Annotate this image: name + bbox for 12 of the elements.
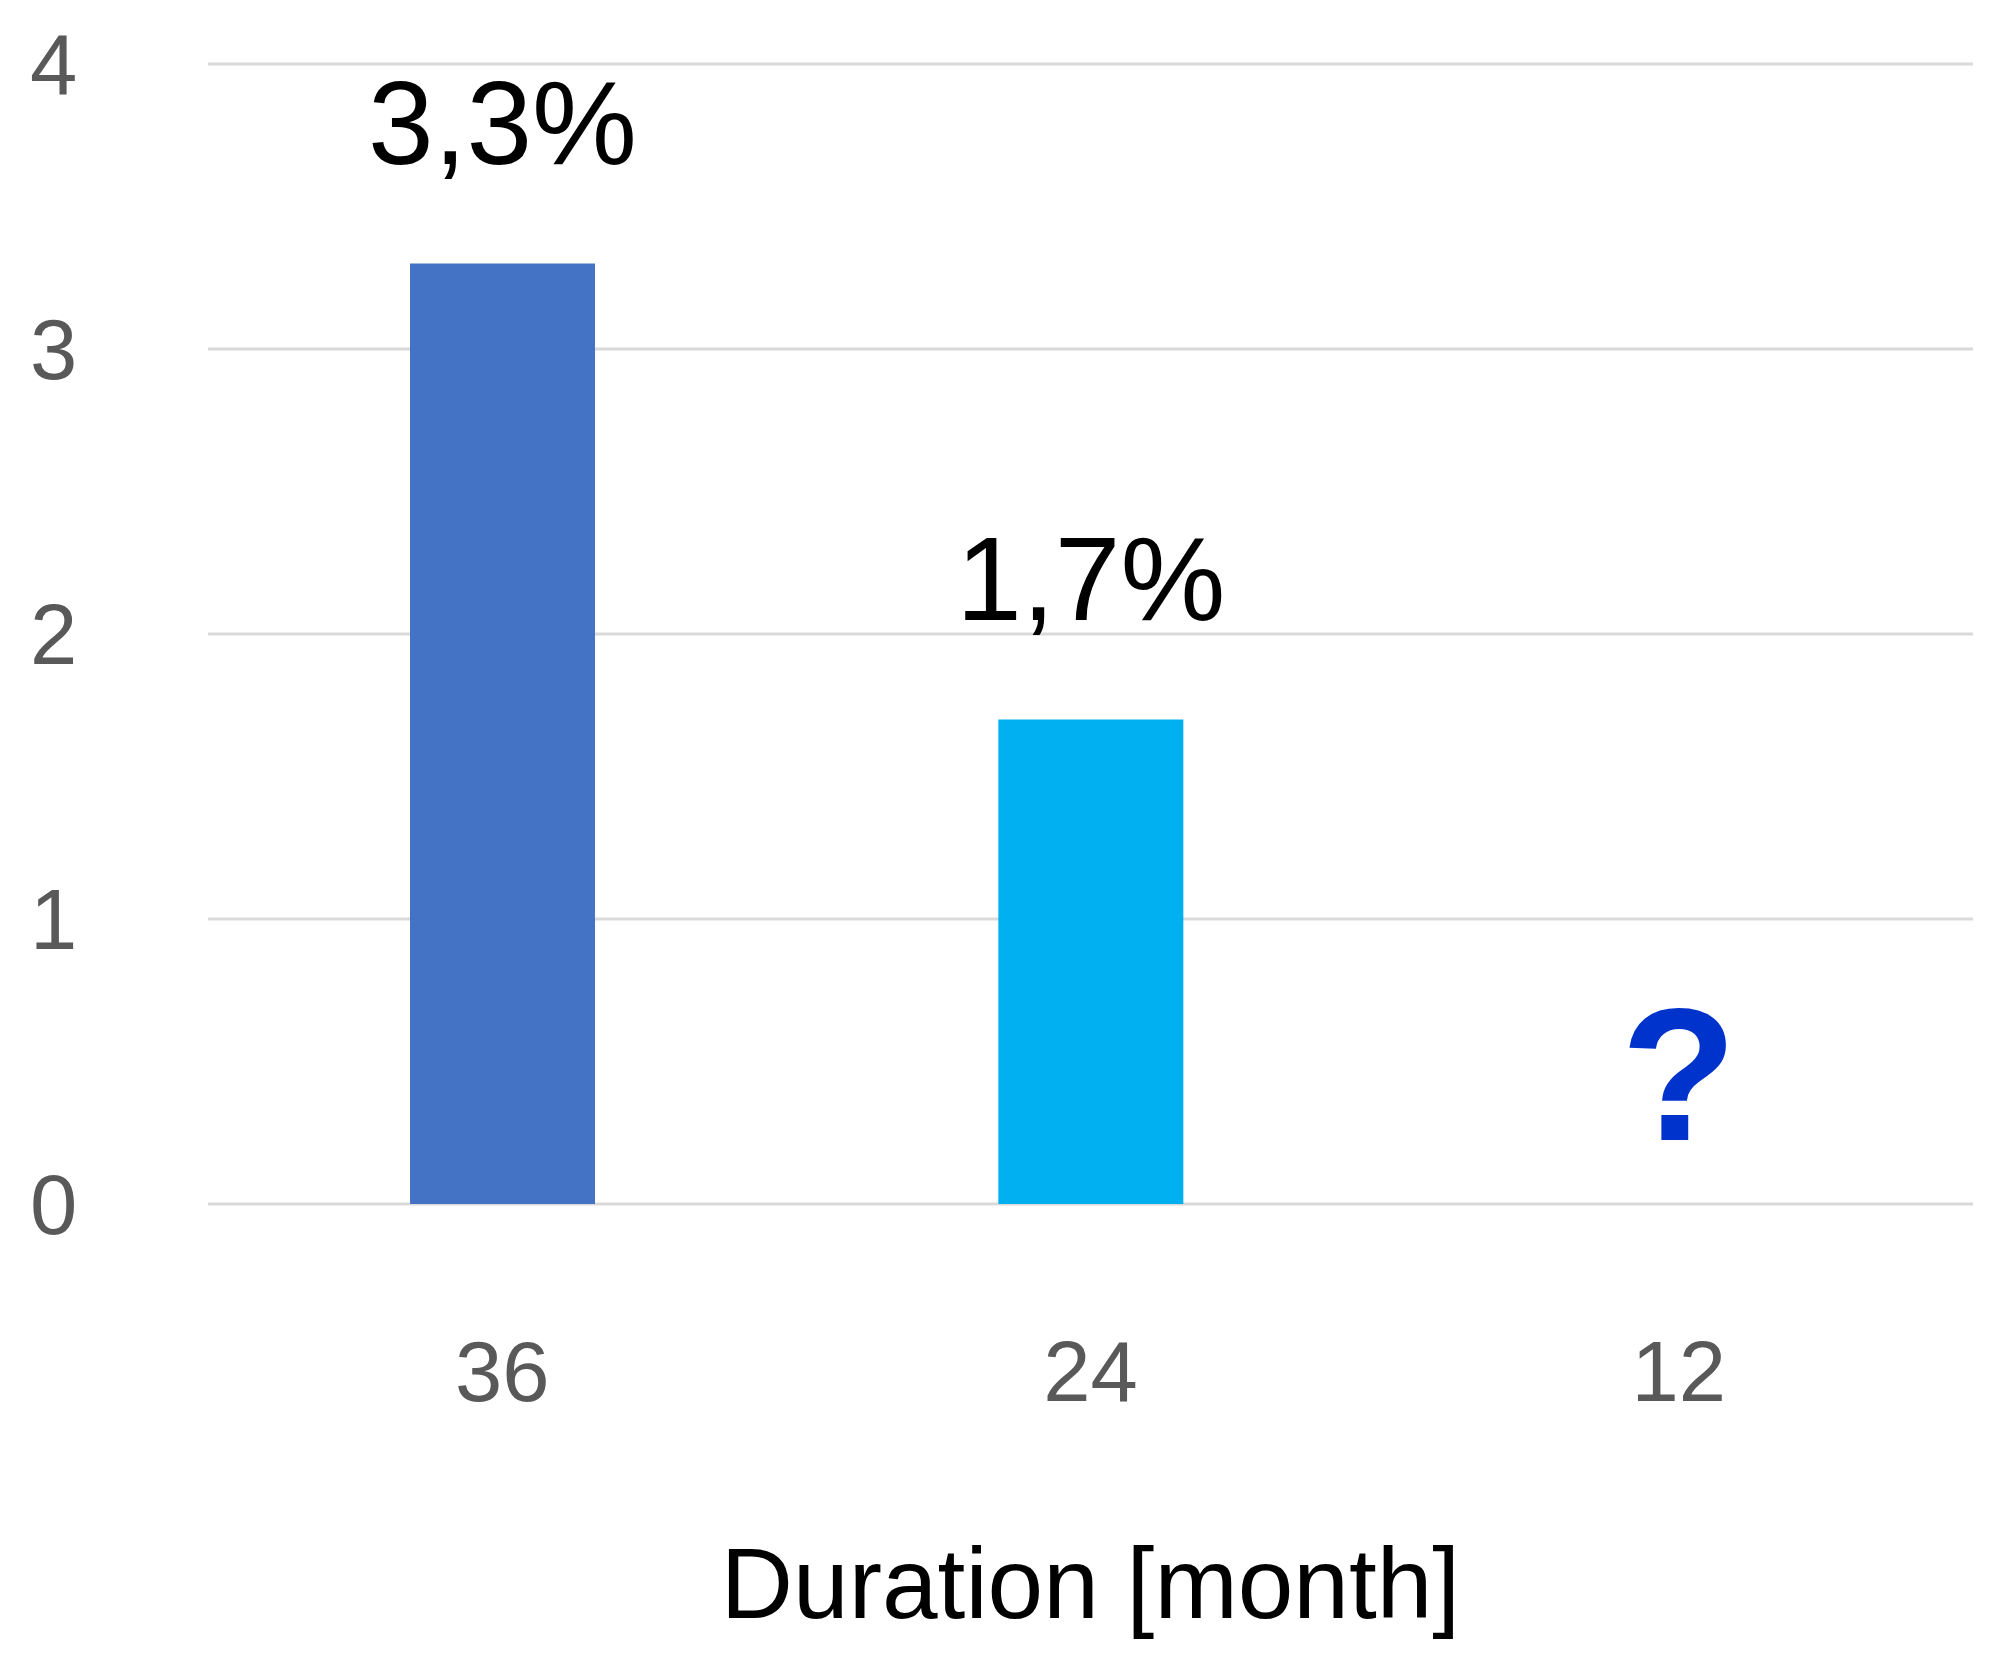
y-tick-label: 1 [30, 872, 78, 968]
x-tick-label: 24 [1043, 1324, 1138, 1420]
x-axis-title: Duration [month] [720, 1527, 1461, 1639]
data-label: 1,7% [956, 512, 1226, 645]
y-tick-label: 0 [30, 1157, 78, 1253]
y-tick-label: 2 [30, 587, 78, 683]
annotation: ? [1620, 968, 1737, 1181]
y-tick-label: 4 [30, 17, 78, 113]
x-tick-label: 12 [1631, 1324, 1727, 1420]
y-tick-label: 3 [30, 302, 78, 398]
x-tick-label: 36 [454, 1324, 550, 1420]
data-label: 3,3% [368, 56, 637, 189]
